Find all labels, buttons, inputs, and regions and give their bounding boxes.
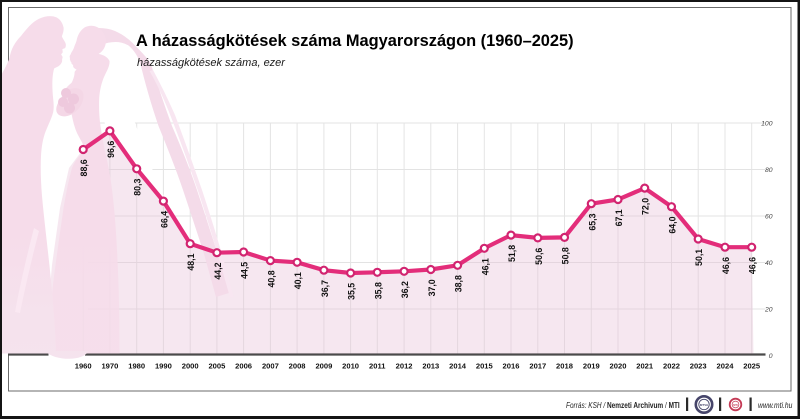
svg-text:48,1: 48,1 [186, 253, 196, 270]
svg-text:80: 80 [765, 167, 773, 174]
svg-text:2013: 2013 [422, 362, 439, 371]
svg-text:46,6: 46,6 [748, 257, 758, 274]
svg-text:2022: 2022 [663, 362, 680, 371]
svg-text:88,6: 88,6 [79, 159, 89, 176]
svg-text:házasságkötések száma, ezer: házasságkötések száma, ezer [137, 57, 286, 69]
svg-text:96,6: 96,6 [106, 141, 116, 158]
svg-text:www.mti.hu: www.mti.hu [758, 400, 793, 410]
svg-text:2010: 2010 [342, 362, 359, 371]
svg-text:2008: 2008 [289, 362, 306, 371]
svg-text:2000: 2000 [182, 362, 199, 371]
svg-text:1980: 1980 [128, 362, 145, 371]
svg-text:2014: 2014 [449, 362, 467, 371]
svg-text:2006: 2006 [235, 362, 252, 371]
svg-text:37,0: 37,0 [427, 279, 437, 296]
svg-text:2018: 2018 [556, 362, 573, 371]
svg-text:51,8: 51,8 [507, 245, 517, 262]
svg-text:35,5: 35,5 [347, 283, 357, 300]
svg-text:60: 60 [765, 214, 773, 221]
svg-text:1990: 1990 [155, 362, 172, 371]
svg-text:66,4: 66,4 [159, 211, 169, 228]
svg-text:100: 100 [761, 121, 773, 128]
svg-text:2019: 2019 [583, 362, 600, 371]
svg-text:2023: 2023 [690, 362, 707, 371]
svg-text:36,2: 36,2 [400, 281, 410, 298]
svg-text:2025: 2025 [743, 362, 761, 371]
svg-text:44,2: 44,2 [213, 262, 223, 279]
svg-text:50,6: 50,6 [534, 248, 544, 265]
svg-text:38,8: 38,8 [454, 275, 464, 292]
svg-text:36,7: 36,7 [320, 280, 330, 297]
svg-text:40,1: 40,1 [293, 272, 303, 289]
svg-text:2024: 2024 [717, 362, 735, 371]
svg-text:2011: 2011 [369, 362, 386, 371]
svg-text:40: 40 [765, 260, 773, 267]
svg-text:2007: 2007 [262, 362, 279, 371]
svg-text:46,1: 46,1 [480, 258, 490, 275]
svg-text:67,1: 67,1 [614, 209, 624, 226]
svg-text:2020: 2020 [610, 362, 627, 371]
svg-text:2005: 2005 [208, 362, 226, 371]
svg-text:50,8: 50,8 [561, 247, 571, 264]
svg-text:35,8: 35,8 [373, 282, 383, 299]
svg-text:65,3: 65,3 [587, 213, 597, 230]
svg-text:2009: 2009 [315, 362, 332, 371]
svg-text:MTVA: MTVA [700, 403, 709, 407]
svg-text:2012: 2012 [396, 362, 413, 371]
svg-text:46,6: 46,6 [721, 257, 731, 274]
svg-text:2017: 2017 [529, 362, 546, 371]
svg-text:64,0: 64,0 [668, 216, 678, 233]
svg-text:80,3: 80,3 [133, 178, 143, 195]
svg-text:A házasságkötések száma Magyar: A házasságkötések száma Magyarországon (… [136, 32, 574, 50]
svg-text:MTI: MTI [733, 403, 738, 407]
svg-text:50,1: 50,1 [694, 249, 704, 266]
svg-text:2015: 2015 [476, 362, 494, 371]
svg-text:2021: 2021 [636, 362, 654, 371]
svg-text:40,8: 40,8 [266, 270, 276, 287]
svg-text:0: 0 [769, 353, 773, 360]
svg-text:20: 20 [764, 307, 773, 314]
svg-text:Forrás: KSH / Nemzeti Archivum: Forrás: KSH / Nemzeti Archivum / MTI [566, 400, 680, 410]
svg-text:44,5: 44,5 [240, 262, 250, 279]
svg-text:1970: 1970 [101, 362, 118, 371]
svg-text:72,0: 72,0 [641, 198, 651, 215]
svg-text:2016: 2016 [503, 362, 520, 371]
svg-text:1960: 1960 [75, 362, 92, 371]
